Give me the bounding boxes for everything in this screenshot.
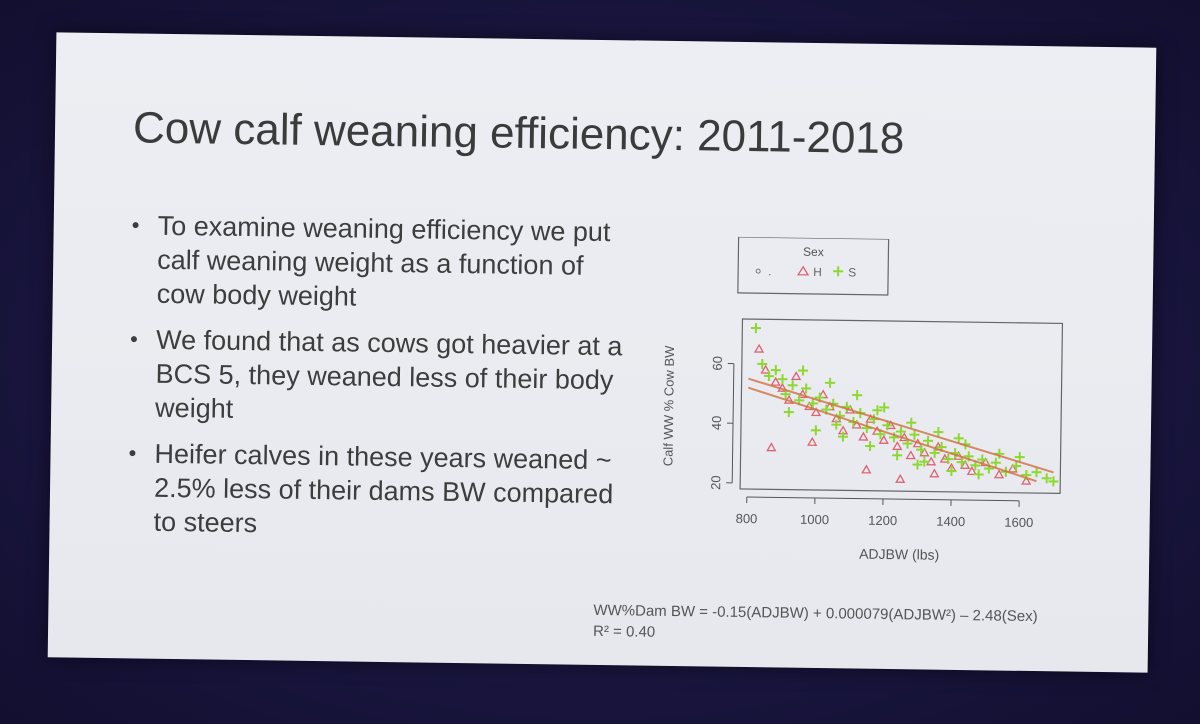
bullet-text: We found that as cows got heavier at a B…	[154, 324, 623, 424]
legend-label: H	[813, 265, 822, 279]
steer-point	[933, 427, 944, 438]
heifer-point	[858, 431, 869, 441]
heifer-point	[878, 434, 889, 444]
steer-point	[1011, 460, 1022, 471]
heifer-point	[790, 371, 802, 381]
heifer-point	[1021, 475, 1032, 485]
x-tick-label: 1200	[868, 513, 897, 528]
steer-point	[929, 447, 940, 458]
steer-point	[750, 323, 761, 334]
steer-point	[973, 469, 984, 480]
heifer-point	[766, 442, 777, 452]
heifer-point	[993, 469, 1005, 479]
steer-point	[906, 417, 917, 428]
x-tick-label: 800	[736, 511, 758, 526]
legend-title: Sex	[803, 245, 824, 259]
x-axis-label: ADJBW (lbs)	[859, 546, 939, 563]
x-tick-label: 1400	[936, 514, 965, 529]
slide-title: Cow calf weaning efficiency: 2011-2018	[132, 103, 905, 164]
steer-point	[1031, 467, 1042, 478]
steer-point	[916, 444, 927, 455]
y-axis-label: Calf WW % Cow BW	[660, 345, 677, 467]
scatter-chart: Sex . H S 20 40 60 800 1000 1200 1400 1600 ADJBW…	[639, 236, 1084, 587]
steer-point	[763, 370, 774, 382]
bullet-icon: •	[131, 212, 140, 238]
steer-point	[787, 380, 798, 391]
heifer-point	[966, 465, 977, 476]
steer-point	[872, 405, 883, 416]
y-tick-label: 20	[708, 475, 723, 490]
legend-triangle-icon	[796, 265, 810, 276]
bullet-text: To examine weaning efficiency we put cal…	[156, 210, 611, 312]
heifer-point	[753, 343, 765, 353]
x-tick-label: 1000	[800, 512, 829, 527]
trend-line	[748, 386, 1037, 483]
bullet-icon: •	[128, 440, 137, 466]
steer-point	[807, 398, 818, 409]
heifer-point	[895, 473, 906, 483]
steer-point	[895, 426, 906, 437]
steer-point	[757, 358, 768, 369]
legend-circle-icon	[755, 268, 761, 274]
bullet-list: • To examine weaning efficiency we put c…	[127, 208, 632, 557]
trend-line	[748, 377, 1054, 474]
steer-point	[923, 435, 934, 446]
steer-point	[879, 402, 890, 413]
y-tick-label: 40	[709, 416, 724, 431]
heifer-point	[810, 407, 822, 417]
steer-point	[892, 450, 903, 461]
plot-frame	[739, 318, 1064, 495]
steer-point	[825, 377, 836, 388]
steer-point	[777, 374, 788, 385]
heifer-point	[861, 464, 872, 474]
steer-point	[943, 454, 954, 465]
heifer-point	[807, 436, 818, 446]
steer-point	[1048, 476, 1059, 487]
steer-point	[990, 457, 1001, 468]
bullet-text: Heifer calves in these years weaned ~ 2.…	[153, 438, 614, 539]
steer-point	[837, 431, 848, 442]
steer-point	[801, 383, 812, 394]
heifer-point	[929, 468, 940, 478]
steer-point	[798, 365, 809, 376]
heifer-point	[905, 450, 916, 460]
steer-point	[909, 429, 920, 440]
heifer-point	[760, 364, 771, 374]
heifer-point	[959, 459, 971, 469]
bullet-icon: •	[129, 326, 139, 352]
steer-point	[865, 441, 876, 452]
heifer-point	[892, 441, 903, 451]
steer-point	[946, 466, 957, 477]
steer-point	[770, 365, 781, 376]
legend-box	[737, 236, 890, 296]
steer-point	[1041, 473, 1052, 484]
steer-point	[810, 425, 821, 436]
steer-point	[919, 456, 930, 467]
bullet-item: • To examine weaning efficiency we put c…	[131, 208, 632, 317]
steer-point	[783, 407, 794, 418]
steer-point	[956, 457, 967, 468]
steer-point	[912, 459, 923, 470]
x-tick-label: 1600	[1004, 515, 1033, 530]
steer-point	[1014, 452, 1025, 463]
legend-label: S	[848, 265, 856, 279]
regression-equation: WW%Dam BW = -0.15(ADJBW) + 0.000079(ADJB…	[593, 600, 1038, 648]
heifer-point	[919, 447, 930, 457]
legend-label: .	[768, 264, 772, 278]
heifer-point	[1007, 463, 1018, 473]
heifer-point	[770, 376, 781, 386]
slide: Cow calf weaning efficiency: 2011-2018 •…	[47, 32, 1157, 673]
steer-point	[852, 390, 863, 401]
bullet-item: • Heifer calves in these years weaned ~ …	[127, 436, 628, 545]
legend-plus-icon	[833, 266, 844, 277]
bullet-item: • We found that as cows got heavier at a…	[129, 322, 630, 431]
steer-point	[953, 433, 964, 444]
y-tick-label: 60	[710, 356, 725, 371]
steer-point	[831, 419, 842, 430]
